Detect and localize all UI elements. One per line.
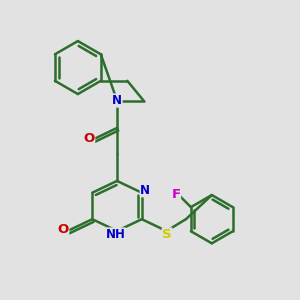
Text: NH: NH (106, 228, 125, 241)
Text: S: S (162, 228, 172, 241)
Text: O: O (58, 223, 69, 236)
Text: N: N (112, 94, 122, 107)
Text: F: F (171, 188, 181, 201)
Text: O: O (83, 132, 95, 145)
Text: N: N (140, 184, 150, 197)
